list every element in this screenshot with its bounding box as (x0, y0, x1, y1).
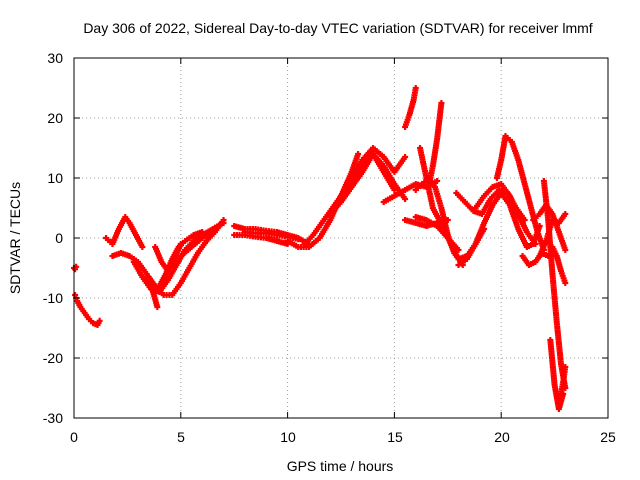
data-point (391, 187, 398, 193)
x-tick-label: 10 (280, 429, 296, 445)
chart-title: Day 306 of 2022, Sidereal Day-to-day VTE… (83, 20, 592, 36)
x-tick-label: 5 (177, 429, 185, 445)
x-tick-label: 15 (387, 429, 403, 445)
y-tick-label: -20 (43, 350, 63, 366)
series-arc-28 (493, 133, 547, 253)
series-arc-29 (498, 190, 543, 250)
x-axis-label: GPS time / hours (287, 458, 394, 474)
data-point (402, 196, 409, 202)
series-arc-27 (472, 181, 539, 247)
data-point (355, 151, 362, 157)
data-point (434, 178, 441, 184)
data-marks (71, 85, 569, 412)
data-point (220, 220, 227, 226)
data-point (562, 364, 569, 370)
series-arc-36 (549, 244, 569, 286)
series-arc-16 (348, 145, 409, 181)
x-tick-label: 0 (70, 429, 78, 445)
series-arc-33 (540, 178, 569, 391)
y-tick-label: -30 (43, 410, 63, 426)
series-arc-24 (412, 214, 462, 253)
data-point (455, 247, 462, 253)
series-arc-25 (455, 190, 505, 268)
y-axis-label: SDTVAR / TECUs (7, 182, 23, 294)
data-point (402, 154, 409, 160)
series-arc-19 (402, 85, 419, 130)
series-arc-08 (156, 229, 206, 289)
series-arc-02 (72, 292, 103, 328)
y-tick-label: 20 (47, 110, 63, 126)
grid-lines (74, 58, 608, 418)
data-point (199, 229, 206, 235)
data-point (562, 247, 569, 253)
data-point (562, 211, 569, 217)
data-point (536, 223, 543, 229)
series-arc-03 (103, 214, 146, 250)
series-arc-01 (71, 263, 80, 273)
data-point (412, 85, 419, 91)
data-point (139, 244, 146, 250)
data-point (154, 304, 161, 310)
y-tick-label: -10 (43, 290, 63, 306)
x-tick-label: 20 (494, 429, 510, 445)
axis-ticks (73, 57, 609, 419)
series-arc-31 (519, 250, 552, 268)
series-arc-17 (359, 151, 398, 193)
y-tick-label: 0 (55, 230, 63, 246)
series-arc-35 (558, 364, 569, 397)
y-tick-label: 30 (47, 50, 63, 66)
x-tick-label: 25 (600, 429, 616, 445)
data-point (295, 236, 302, 243)
data-point (438, 100, 445, 106)
data-point (96, 317, 103, 324)
series-arc-09 (177, 220, 227, 259)
y-tick-label: 10 (47, 170, 63, 186)
series-arc-23 (425, 100, 445, 190)
data-point (562, 280, 569, 286)
